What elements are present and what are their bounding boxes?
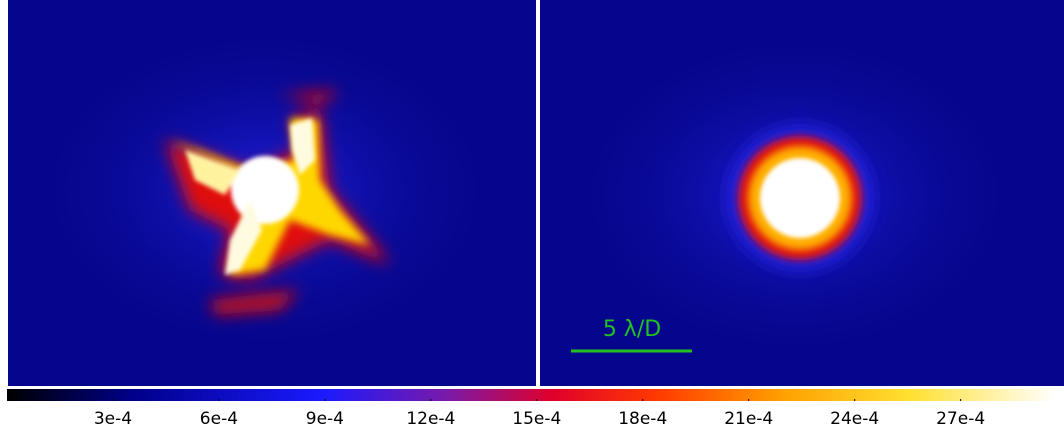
colorbar-tick-label: 12e-4: [406, 409, 455, 429]
colorbar-tick-label: 9e-4: [306, 409, 344, 429]
colorbar-tick-label: 24e-4: [830, 409, 879, 429]
right-image: [540, 0, 1064, 386]
colorbar-tick-label: 18e-4: [618, 409, 667, 429]
colorbar-tick-label: 27e-4: [936, 409, 985, 429]
colorbar-tick-label: 15e-4: [512, 409, 561, 429]
colorbar: [7, 389, 1056, 401]
colorbar-tick-label: 6e-4: [200, 409, 238, 429]
colorbar-ticks: 3e-4 6e-4 9e-4 12e-4 15e-4 18e-4 21e-4 24e-4 27e…: [94, 399, 985, 429]
colorbar-tick-label: 3e-4: [94, 409, 132, 429]
scale-bar-label: 5 λ/D: [603, 317, 661, 342]
colorbar-tick-label: 21e-4: [724, 409, 773, 429]
left-image: [8, 0, 536, 386]
